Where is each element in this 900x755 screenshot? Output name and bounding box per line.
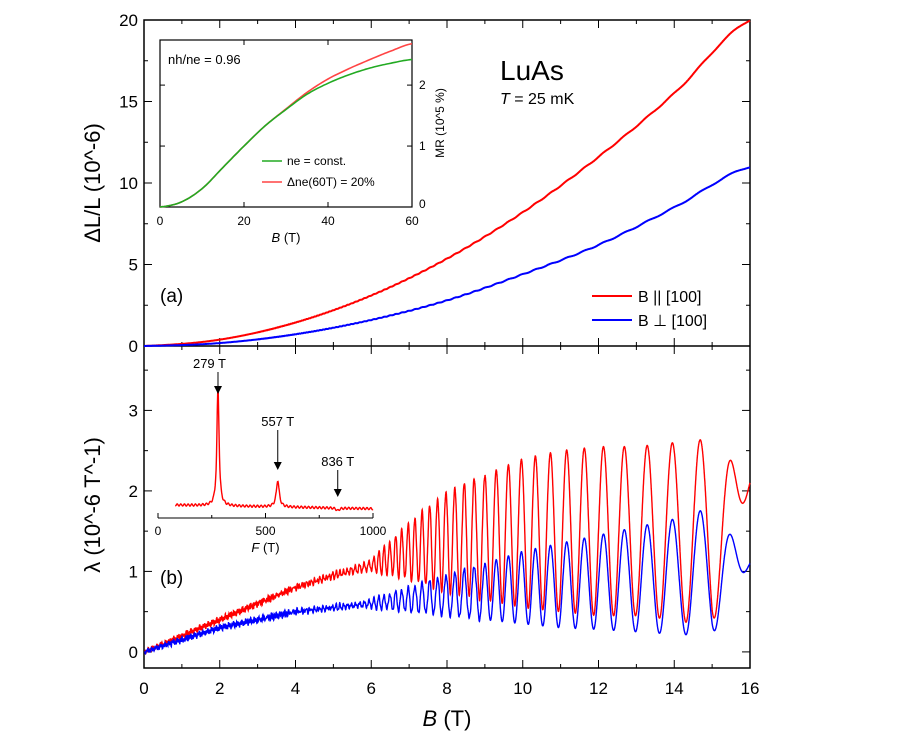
inset-b-x-tick-label: 0	[155, 524, 162, 538]
y-axis-label-a: ΔL/L (10^-6)	[80, 123, 105, 243]
inset-a-legend-const: ne = const.	[287, 154, 346, 168]
inset-a-legend-delta: Δne(60T) = 20%	[287, 175, 375, 189]
series-a-parallel	[144, 19, 751, 347]
inset-a-series-const	[159, 58, 413, 208]
y-tick-label-b: 1	[129, 562, 138, 581]
inset-a-y-tick-label: 0	[419, 197, 426, 211]
inset-a-x-label: B (T)	[272, 230, 301, 245]
x-axis-label: B (T)	[423, 706, 472, 731]
y-tick-label-b: 3	[129, 401, 138, 420]
x-tick-label: 8	[442, 679, 451, 698]
legend-label-perpendicular: B ⊥ [100]	[638, 313, 707, 330]
y-tick-label-b: 0	[129, 643, 138, 662]
series-b-parallel	[144, 438, 751, 655]
inset-b-fft-curve	[175, 386, 374, 512]
inset-b-x-label: F (T)	[251, 540, 279, 555]
peak-label: 279 T	[193, 356, 226, 371]
x-tick-label: 2	[215, 679, 224, 698]
legend-label-parallel: B || [100]	[638, 289, 701, 306]
y-tick-label-a: 15	[119, 93, 138, 112]
inset-a-x-tick-label: 0	[157, 214, 164, 228]
x-tick-label: 12	[589, 679, 608, 698]
series-b-perpendicular	[144, 510, 751, 655]
x-tick-label: 10	[513, 679, 532, 698]
y-axis-label-b: λ (10^-6 T^-1)	[80, 437, 105, 573]
peak-label: 836 T	[321, 454, 354, 469]
x-tick-label: 14	[665, 679, 684, 698]
panel-b-label: (b)	[160, 568, 183, 589]
inset-a-x-tick-label: 60	[405, 214, 419, 228]
x-tick-label: 6	[367, 679, 376, 698]
inset-a-y-tick-label: 2	[419, 78, 426, 92]
y-tick-label-a: 5	[129, 256, 138, 275]
panel-a-label: (a)	[160, 286, 183, 307]
x-tick-label: 0	[139, 679, 148, 698]
inset-a-x-tick-label: 40	[321, 214, 335, 228]
y-tick-label-a: 10	[119, 174, 138, 193]
y-tick-label-a: 20	[119, 11, 138, 30]
peak-label: 557 T	[261, 414, 294, 429]
inset-a-y-label: MR (10^5 %)	[433, 88, 447, 158]
material-label: LuAs	[500, 55, 564, 86]
x-tick-label: 16	[741, 679, 760, 698]
peak-arrow-head	[333, 489, 342, 497]
inset-a-x-tick-label: 20	[237, 214, 251, 228]
peak-arrow-head	[273, 462, 282, 470]
inset-a-y-tick-label: 1	[419, 139, 426, 153]
y-tick-label-a: 0	[129, 337, 138, 356]
peak-arrow-head	[213, 386, 222, 394]
x-tick-label: 4	[291, 679, 300, 698]
y-tick-label-b: 2	[129, 482, 138, 501]
inset-b-x-tick-label: 1000	[360, 524, 387, 538]
inset-a-ratio-annotation: nh/ne = 0.96	[168, 52, 241, 67]
series-a-perpendicular	[144, 166, 751, 347]
inset-b-x-tick-label: 500	[255, 524, 275, 538]
temperature-label: T = 25 mK	[500, 91, 575, 108]
